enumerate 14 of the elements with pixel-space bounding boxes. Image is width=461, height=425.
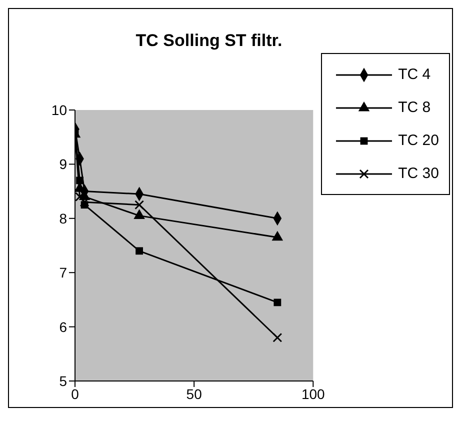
y-tick-label: 8 bbox=[59, 210, 68, 226]
y-tick-label: 10 bbox=[51, 102, 68, 118]
y-tick-label: 9 bbox=[59, 156, 68, 172]
legend-label: TC 20 bbox=[398, 132, 439, 149]
legend-label: TC 8 bbox=[398, 99, 431, 116]
legend-label: TC 30 bbox=[398, 165, 439, 182]
x-tick-label: 100 bbox=[301, 386, 326, 402]
y-tick-label: 5 bbox=[59, 372, 68, 389]
x-tick-label: 0 bbox=[71, 386, 80, 402]
x-tick-label: 50 bbox=[186, 386, 202, 402]
legend-label: TC 4 bbox=[398, 66, 431, 83]
y-tick-label: 6 bbox=[59, 318, 68, 335]
y-tick-label: 7 bbox=[59, 264, 68, 281]
chart-title: TC Solling ST filtr. bbox=[134, 31, 284, 51]
